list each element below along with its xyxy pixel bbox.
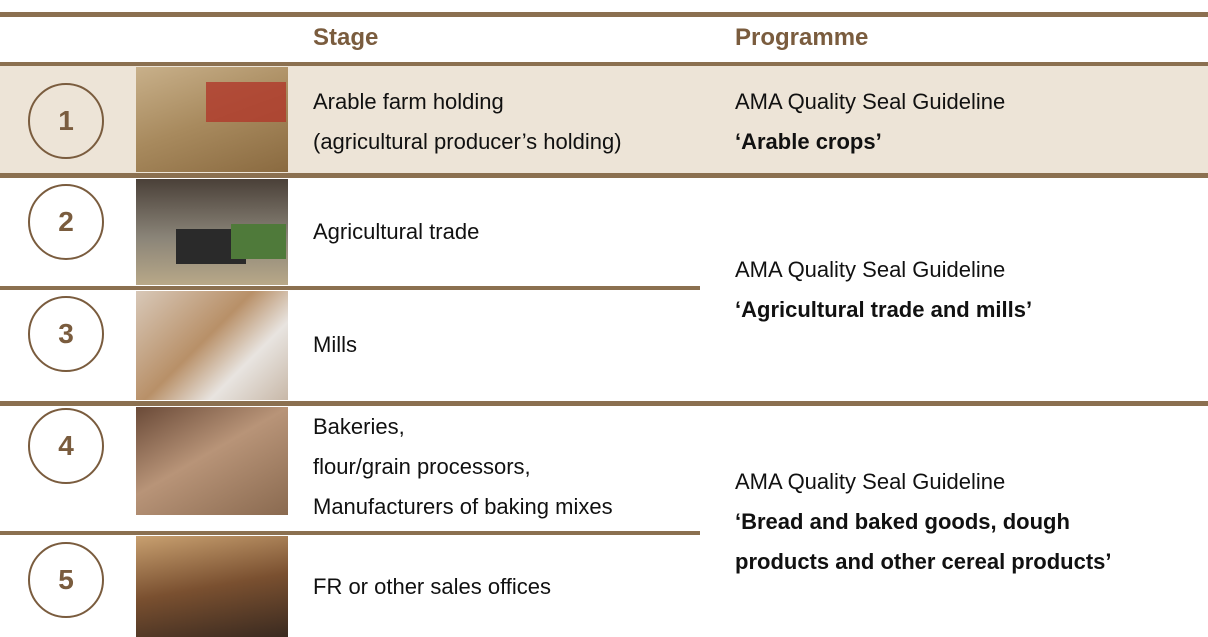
photo-detail [206,82,286,122]
step-number: 5 [28,542,104,618]
stage: Agricultural trade [313,212,479,252]
stage-line: Mills [313,325,357,365]
programme-name: products and other cereal products’ [735,542,1112,582]
programme-name: ‘Bread and baked goods, dough [735,502,1112,542]
stage-line: (agricultural producer’s holding) [313,122,622,162]
guideline: AMA Quality Seal Guideline [735,82,1005,122]
stage-line: Bakeries, [313,407,613,447]
page: Stage Programme 1 2 3 4 5 Arable farm ho… [0,0,1208,637]
step-number: 3 [28,296,104,372]
stage-line: FR or other sales offices [313,567,551,607]
rule [0,12,1208,17]
step-number: 2 [28,184,104,260]
column-header: Programme [735,24,868,52]
stage: Bakeries,flour/grain processors,Manufact… [313,407,613,527]
programme-name: ‘Arable crops’ [735,122,1005,162]
stage-line: Agricultural trade [313,212,479,252]
programme-name: ‘Agricultural trade and mills’ [735,290,1032,330]
guideline: AMA Quality Seal Guideline [735,250,1032,290]
photo [136,291,288,400]
programme: AMA Quality Seal Guideline‘Bread and bak… [735,462,1112,582]
stage: Mills [313,325,357,365]
stage-line: flour/grain processors, [313,447,613,487]
column-header: Stage [313,24,378,52]
step-number: 1 [28,83,104,159]
rule [0,531,700,535]
stage: FR or other sales offices [313,567,551,607]
photo [136,407,288,515]
stage-line: Arable farm holding [313,82,622,122]
photo [136,179,288,285]
photo-detail [231,224,286,259]
guideline: AMA Quality Seal Guideline [735,462,1112,502]
programme: AMA Quality Seal Guideline‘Arable crops’ [735,82,1005,162]
photo [136,67,288,172]
stage: Arable farm holding(agricultural produce… [313,82,622,162]
rule [0,173,1208,178]
photo [136,536,288,637]
programme: AMA Quality Seal Guideline‘Agricultural … [735,250,1032,330]
stage-line: Manufacturers of baking mixes [313,487,613,527]
rule [0,401,1208,406]
rule [0,286,700,290]
step-number: 4 [28,408,104,484]
